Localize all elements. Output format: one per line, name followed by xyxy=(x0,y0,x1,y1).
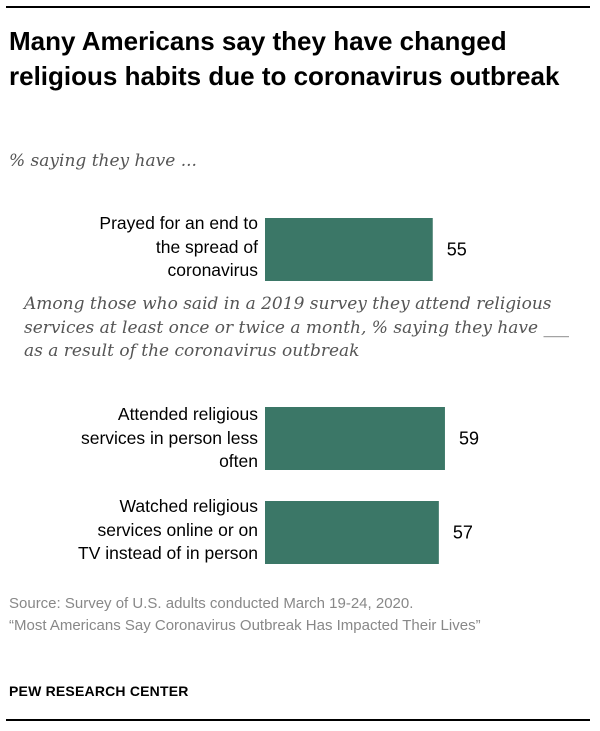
bar-value-label: 57 xyxy=(453,523,473,543)
category-label-line: Prayed for an end to xyxy=(99,213,258,233)
bar-1 xyxy=(265,407,445,470)
category-label-line: often xyxy=(219,451,258,471)
bottom-rule xyxy=(6,719,590,721)
brand-label: PEW RESEARCH CENTER xyxy=(9,683,189,699)
report-title: “Most Americans Say Coronavirus Outbreak… xyxy=(9,616,481,634)
category-label-attended: Attended religious services in person le… xyxy=(81,403,258,474)
category-label-line: the spread of xyxy=(155,236,258,257)
subgroup-note: Among those who said in a 2019 survey th… xyxy=(24,294,569,361)
category-label-line: coronavirus xyxy=(167,260,258,280)
category-label-line: services online or on xyxy=(97,519,259,540)
bar-2 xyxy=(265,501,439,564)
source-line: Source: Survey of U.S. adults conducted … xyxy=(9,595,414,612)
bar-0 xyxy=(265,218,433,281)
category-label-line: services in person less xyxy=(80,427,258,448)
category-label-watched: Watched religious services online or on … xyxy=(78,495,258,566)
source-note: Source: Survey of U.S. adults conducted … xyxy=(9,593,579,636)
top-rule xyxy=(6,6,590,8)
category-label-prayed: Prayed for an end to the spread of coron… xyxy=(99,212,258,283)
chart-subtitle: % saying they have ... xyxy=(9,151,197,171)
chart-title: Many Americans say they have changed rel… xyxy=(9,26,560,91)
bar-value-label: 59 xyxy=(459,429,479,449)
category-label-line: Watched religious xyxy=(119,496,258,516)
category-label-line: Attended religious xyxy=(117,404,258,424)
category-label-line: TV instead of in person xyxy=(78,543,258,563)
bar-value-label: 55 xyxy=(447,240,467,260)
